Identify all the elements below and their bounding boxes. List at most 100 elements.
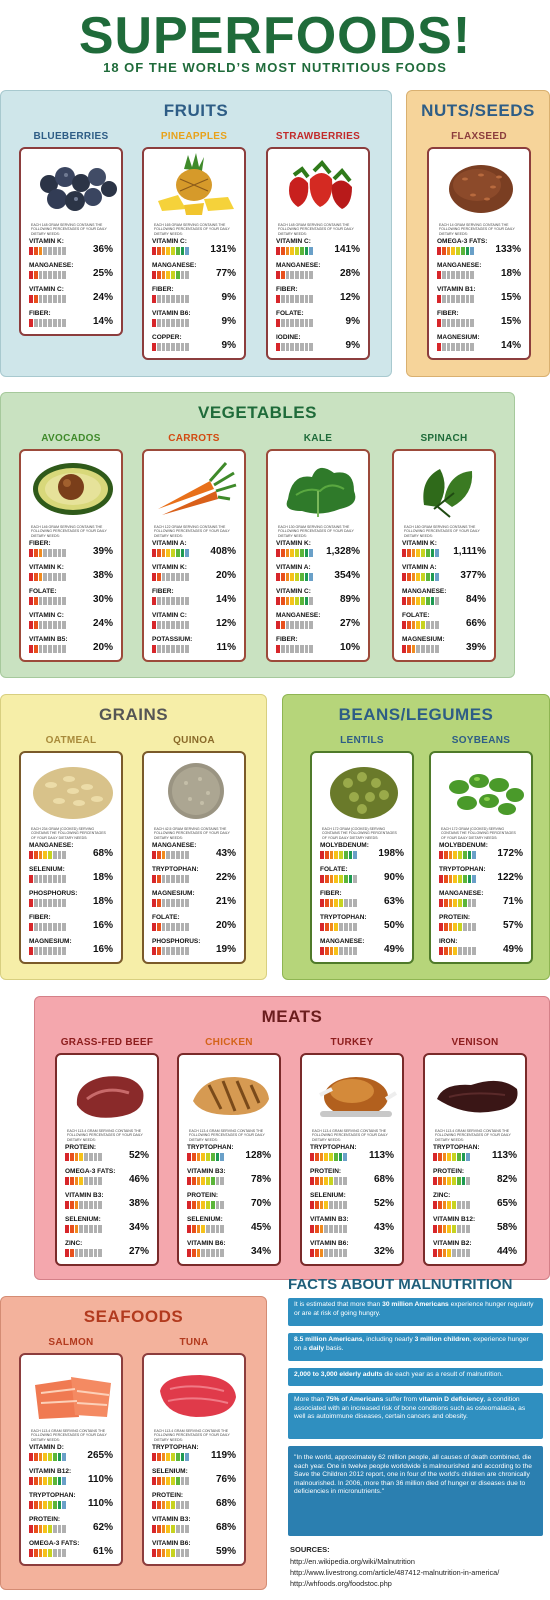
nutrient-label: TRYPTOPHAN: [433, 1144, 480, 1151]
nutrient-meter [402, 645, 440, 653]
source-link[interactable]: http://www.livestrong.com/article/487412… [290, 1568, 500, 1577]
nutrient-meter [310, 1249, 348, 1257]
nutrient-row: VITAMIN A: 408% [144, 540, 244, 564]
nutrient-percent: 82% [496, 1174, 517, 1185]
nutrient-row: TRYPTOPHAN: 22% [144, 866, 244, 890]
nutrient-row: COPPER: 9% [144, 334, 244, 358]
nutrient-label: PROTEIN: [433, 1168, 465, 1175]
flaxseed-image [429, 149, 529, 221]
serving-note: EACH 122 GRAM SERVING CONTAINS THE FOLLO… [154, 525, 230, 538]
nutrient-row: POTASSIUM: 11% [144, 636, 244, 660]
nutrient-meter [152, 295, 190, 303]
nutrient-row: MANGANESE: 28% [268, 262, 368, 286]
nutrient-row: SELENIUM: 52% [302, 1192, 402, 1216]
nutrient-row: TRYPTOPHAN: 50% [312, 914, 412, 938]
nutrient-row: FIBER: 12% [268, 286, 368, 310]
nutrient-meter [433, 1153, 471, 1161]
nutrient-row: TRYPTOPHAN: 110% [21, 1492, 121, 1516]
nutrient-row: MANGANESE: 49% [312, 938, 412, 962]
nutrient-row: SELENIUM: 45% [179, 1216, 279, 1240]
nutrition-card: EACH 113.4 GRAM SERVING CONTAINS THE FOL… [19, 1353, 123, 1566]
nutrient-row: MAGNESIUM: 14% [429, 334, 529, 358]
nutrient-row: VITAMIN B6: 9% [144, 310, 244, 334]
source-link[interactable]: http://en.wikipedia.org/wiki/Malnutritio… [290, 1557, 415, 1566]
nutrient-meter [433, 1201, 471, 1209]
nutrient-meter [402, 549, 440, 557]
food-name: CHICKEN [205, 1037, 253, 1048]
nutrient-percent: 24% [92, 292, 113, 303]
nutrient-percent: 16% [92, 944, 113, 955]
nutrient-label: SELENIUM: [310, 1192, 346, 1199]
nutrient-percent: 27% [128, 1246, 149, 1257]
section-seafoods: SEAFOODS SALMON EACH 113.4 GRAM SERVING C… [0, 1296, 267, 1590]
nutrient-percent: 9% [221, 292, 236, 303]
nutrient-row: FOLATE: 30% [21, 588, 121, 612]
food-name: TUNA [179, 1337, 209, 1348]
nutrient-meter [29, 923, 67, 931]
nutrient-row: VITAMIN K: 38% [21, 564, 121, 588]
nutrient-percent: 25% [92, 268, 113, 279]
nutrient-label: MOLYBDENUM: [320, 842, 369, 849]
nutrient-row: VITAMIN C: 24% [21, 286, 121, 310]
nutrient-meter [152, 1549, 190, 1557]
nutrition-card: EACH 148 GRAM SERVING CONTAINS THE FOLLO… [19, 147, 123, 336]
nutrient-row: FOLATE: 90% [312, 866, 412, 890]
nutrient-percent: 113% [491, 1150, 517, 1161]
nutrient-meter [29, 621, 67, 629]
nutrient-percent: 77% [215, 268, 236, 279]
nutrient-percent: 133% [495, 244, 521, 255]
nutrient-meter [187, 1201, 225, 1209]
nutrient-meter [310, 1177, 348, 1185]
oatmeal-image [21, 753, 121, 825]
nutrient-row: VITAMIN B3: 43% [302, 1216, 402, 1240]
nutrition-card: EACH 180 GRAM SERVING CONTAINS THE FOLLO… [392, 449, 496, 662]
nutrient-percent: 84% [465, 594, 486, 605]
nutrient-meter [402, 573, 440, 581]
serving-note: EACH 172 GRAM (COOKED) SERVING CONTAINS … [441, 827, 516, 840]
nutrient-label: IRON: [439, 938, 458, 945]
nutrient-label: MANGANESE: [152, 262, 197, 269]
nutrient-row: SELENIUM: 34% [57, 1216, 157, 1240]
fact-2: 8.5 million Americans, including nearly … [288, 1333, 543, 1361]
nutrient-meter [439, 851, 477, 859]
nutrient-label: VITAMIN B2: [433, 1240, 472, 1247]
serving-note: EACH 113.4 GRAM SERVING CONTAINS THE FOL… [31, 1429, 107, 1442]
nutrient-row: TRYPTOPHAN: 113% [425, 1144, 525, 1168]
section-title: FRUITS [163, 101, 229, 120]
nutrient-row: FIBER: 16% [21, 914, 121, 938]
nutrient-row: VITAMIN B5: 20% [21, 636, 121, 660]
nutrient-row: VITAMIN C: 141% [268, 238, 368, 262]
nutrient-percent: 22% [215, 872, 236, 883]
section-title: MEATS [261, 1007, 323, 1026]
nutrient-row: MANGANESE: 27% [268, 612, 368, 636]
strawberry-image [268, 149, 368, 221]
fact-highlight: 30 million Americans [382, 1301, 449, 1308]
nutrient-percent: 44% [496, 1246, 517, 1257]
nutrient-label: FOLATE: [276, 310, 304, 317]
nutrient-percent: 21% [215, 896, 236, 907]
nutrient-label: COPPER: [152, 334, 182, 341]
nutrient-row: VITAMIN B1: 15% [429, 286, 529, 310]
pineapple-image [144, 149, 244, 221]
nutrient-label: PROTEIN: [152, 1492, 184, 1499]
nutrient-label: PROTEIN: [310, 1168, 342, 1175]
nutrient-percent: 12% [339, 292, 360, 303]
nutrient-meter [152, 1477, 190, 1485]
nutrient-percent: 198% [378, 848, 404, 859]
food-name: OATMEAL [45, 735, 97, 746]
nutrient-row: PHOSPHORUS: 19% [144, 938, 244, 962]
nutrient-row: VITAMIN A: 354% [268, 564, 368, 588]
nutrient-percent: 36% [92, 244, 113, 255]
nutrient-label: VITAMIN C: [276, 588, 311, 595]
nutrient-label: VITAMIN B6: [310, 1240, 349, 1247]
nutrient-percent: 49% [383, 944, 404, 955]
nutrient-label: VITAMIN B6: [187, 1240, 226, 1247]
nutrient-label: PHOSPHORUS: [152, 938, 201, 945]
nutrient-meter [276, 247, 314, 255]
source-link[interactable]: http://whfoods.org/foodstoc.php [290, 1579, 392, 1588]
nutrient-percent: 9% [345, 340, 360, 351]
nutrient-label: VITAMIN C: [29, 612, 64, 619]
nutrient-meter [433, 1225, 471, 1233]
nutrient-row: FIBER: 63% [312, 890, 412, 914]
nutrient-meter [439, 947, 477, 955]
